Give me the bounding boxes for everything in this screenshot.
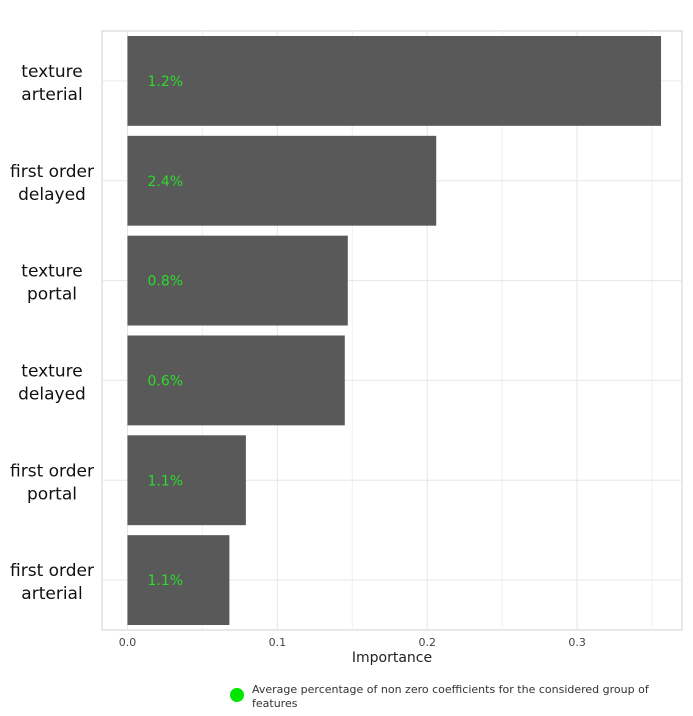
bar xyxy=(127,435,246,526)
data-label: 0.6% xyxy=(147,373,183,389)
category-label: first order arterial xyxy=(10,561,94,604)
bars xyxy=(127,35,662,626)
bar xyxy=(127,235,348,326)
bar xyxy=(127,535,230,626)
data-label: 1.1% xyxy=(147,573,183,589)
legend-text: Average percentage of non zero coefficie… xyxy=(252,683,649,710)
data-label: 2.4% xyxy=(147,174,183,190)
bar xyxy=(127,135,437,226)
category-label: texture portal xyxy=(21,262,82,305)
data-label: 1.1% xyxy=(147,473,183,489)
category-labels: texture arterial first order delayed texture… xyxy=(10,62,94,604)
x-tick-label: 0.1 xyxy=(269,636,287,649)
legend: Average percentage of non zero coefficie… xyxy=(230,683,650,711)
bar xyxy=(127,35,662,126)
legend-marker-icon xyxy=(230,688,244,702)
data-label: 0.8% xyxy=(147,274,183,290)
plot-frame xyxy=(101,30,683,631)
x-tick-label: 0.3 xyxy=(568,636,586,649)
x-tick-label: 0.0 xyxy=(119,636,137,649)
x-tick-label: 0.2 xyxy=(418,636,436,649)
category-label: texture arterial xyxy=(21,62,82,105)
category-label: first order portal xyxy=(10,461,94,504)
data-label: 1.2% xyxy=(147,74,183,90)
bar xyxy=(127,335,345,426)
data-labels: 1.2% 2.4% 0.8% 0.6% 1.1% 1.1% xyxy=(147,74,183,589)
category-label: first order delayed xyxy=(10,162,94,205)
x-tick-labels: 0.0 0.1 0.2 0.3 xyxy=(119,636,586,649)
category-label: texture delayed xyxy=(18,361,86,404)
x-axis-title: Importance xyxy=(352,650,432,666)
